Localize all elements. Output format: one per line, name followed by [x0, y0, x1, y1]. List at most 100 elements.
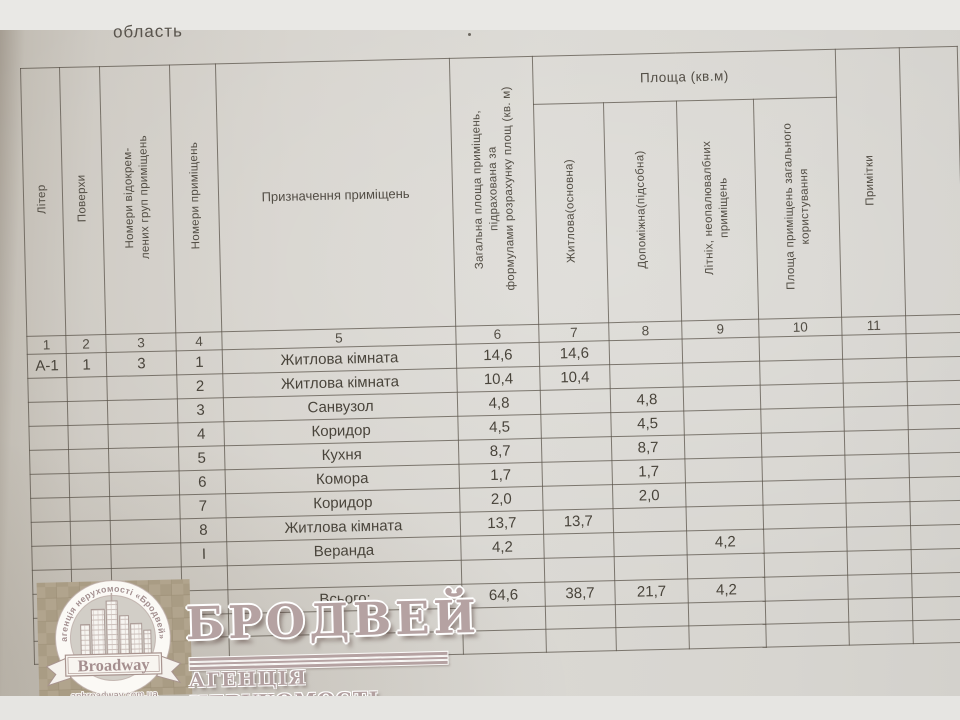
table-cell: 3 [177, 397, 224, 423]
table-cell: 8,7 [458, 438, 542, 465]
table-cell: 4,2 [460, 534, 545, 561]
table-cell [68, 448, 110, 474]
table-cell: 1 [176, 349, 223, 375]
table-cell: 5 [178, 445, 226, 471]
table-cell [615, 602, 689, 628]
table-cell [687, 553, 765, 579]
table-cell [30, 497, 71, 523]
table-cell [906, 356, 960, 382]
table-cell [543, 532, 615, 559]
table-cell: 8,7 [611, 434, 685, 461]
table-cell: 21,7 [614, 578, 689, 605]
watermark-title: БРОДВЕЙ [184, 590, 481, 651]
table-cell: 4,8 [610, 386, 684, 413]
table-cell: 7 [179, 493, 227, 519]
table-cell: 4,2 [686, 529, 765, 555]
table-cell [761, 455, 846, 482]
table-cell [847, 549, 912, 576]
table-cell [107, 422, 179, 449]
table-cell: 38,7 [544, 580, 616, 607]
column-header-total-area: Загальна площа приміщень, підрахована за… [449, 56, 539, 327]
column-number-cell: 4 [175, 331, 223, 351]
table-cell: 1,7 [611, 458, 686, 485]
table-cell: 13,7 [460, 510, 544, 537]
table-cell [110, 518, 181, 545]
table-cell [69, 472, 110, 498]
table-cell [848, 620, 914, 646]
group-header-area: Площа (кв.м) [532, 49, 837, 105]
table-cell [70, 544, 112, 570]
table-cell: 14,6 [539, 340, 610, 367]
table-cell [843, 405, 909, 432]
table-cell [66, 376, 108, 402]
table-cell: 14,6 [456, 342, 540, 369]
table-cell [27, 377, 68, 403]
table-cell [764, 575, 849, 602]
table-cell [542, 484, 614, 511]
stray-ink-dot [468, 33, 471, 36]
table-cell [683, 409, 762, 435]
column-number-cell: 1 [26, 335, 67, 355]
table-cell [763, 503, 847, 530]
column-number-cell: 8 [608, 320, 683, 341]
column-number-cell: 2 [65, 334, 107, 354]
table-cell: 6 [179, 469, 226, 495]
column-header-floors: Поверхи [59, 66, 106, 336]
table-cell [759, 359, 844, 386]
table-cell [846, 525, 912, 552]
table-cell: 4,8 [457, 390, 541, 417]
table-cell [848, 597, 913, 623]
top-margin-bar [0, 0, 960, 30]
table-cell [545, 627, 617, 653]
table-cell [907, 380, 960, 406]
table-cell [843, 381, 908, 408]
table-cell [69, 496, 111, 522]
column-header-cutoff [899, 46, 960, 316]
column-number-cell: 10 [758, 317, 843, 338]
table-cell [761, 431, 845, 458]
table-cell [109, 494, 181, 521]
table-cell [762, 479, 847, 506]
column-number-cell: 9 [681, 319, 760, 339]
emblem-ribbon: Broadway [45, 652, 182, 687]
column-header-group-numbers: Номери відокрем- лених груп приміщень [99, 64, 176, 335]
table-cell [682, 337, 760, 363]
table-cell: 10,4 [539, 364, 611, 391]
column-number-cell [905, 314, 960, 334]
column-header-liter: Літер [20, 67, 66, 337]
table-cell [846, 501, 911, 528]
table-cell [912, 619, 960, 644]
table-cell: 3 [106, 350, 177, 377]
table-cell [686, 505, 764, 531]
bottom-margin-bar [0, 696, 960, 720]
table-cell [844, 429, 909, 456]
table-cell [609, 362, 684, 389]
table-cell [107, 398, 178, 425]
table-cell: 4,5 [457, 414, 542, 441]
table-cell [30, 473, 70, 499]
table-cell: 2,0 [459, 486, 544, 513]
table-cell: 4,5 [610, 410, 685, 437]
table-cell [844, 453, 910, 480]
table-cell [683, 385, 761, 411]
table-cell [906, 332, 960, 358]
table-cell [28, 425, 69, 451]
table-cell: 2 [176, 373, 224, 399]
table-cell [67, 400, 108, 426]
column-header-living: Житлова(основна) [533, 102, 609, 325]
table-cell [759, 335, 843, 362]
table-cell [614, 554, 688, 581]
table-cell [911, 572, 960, 598]
table-cell [613, 506, 687, 533]
table-cell [909, 476, 960, 502]
table-cell [907, 404, 960, 430]
column-header-summer: Літніх, неопалювалбних приміщень [676, 99, 759, 321]
table-cell [765, 622, 850, 648]
broadway-logo-emblem: агенція нерухомості «Бродвей» Broadway a… [36, 579, 193, 702]
table-cell [461, 558, 545, 585]
table-cell [110, 542, 182, 569]
column-header-notes: Примітки [835, 47, 906, 318]
table-cell [763, 527, 848, 554]
table-cell [842, 357, 908, 384]
column-number-cell: 7 [538, 322, 610, 343]
